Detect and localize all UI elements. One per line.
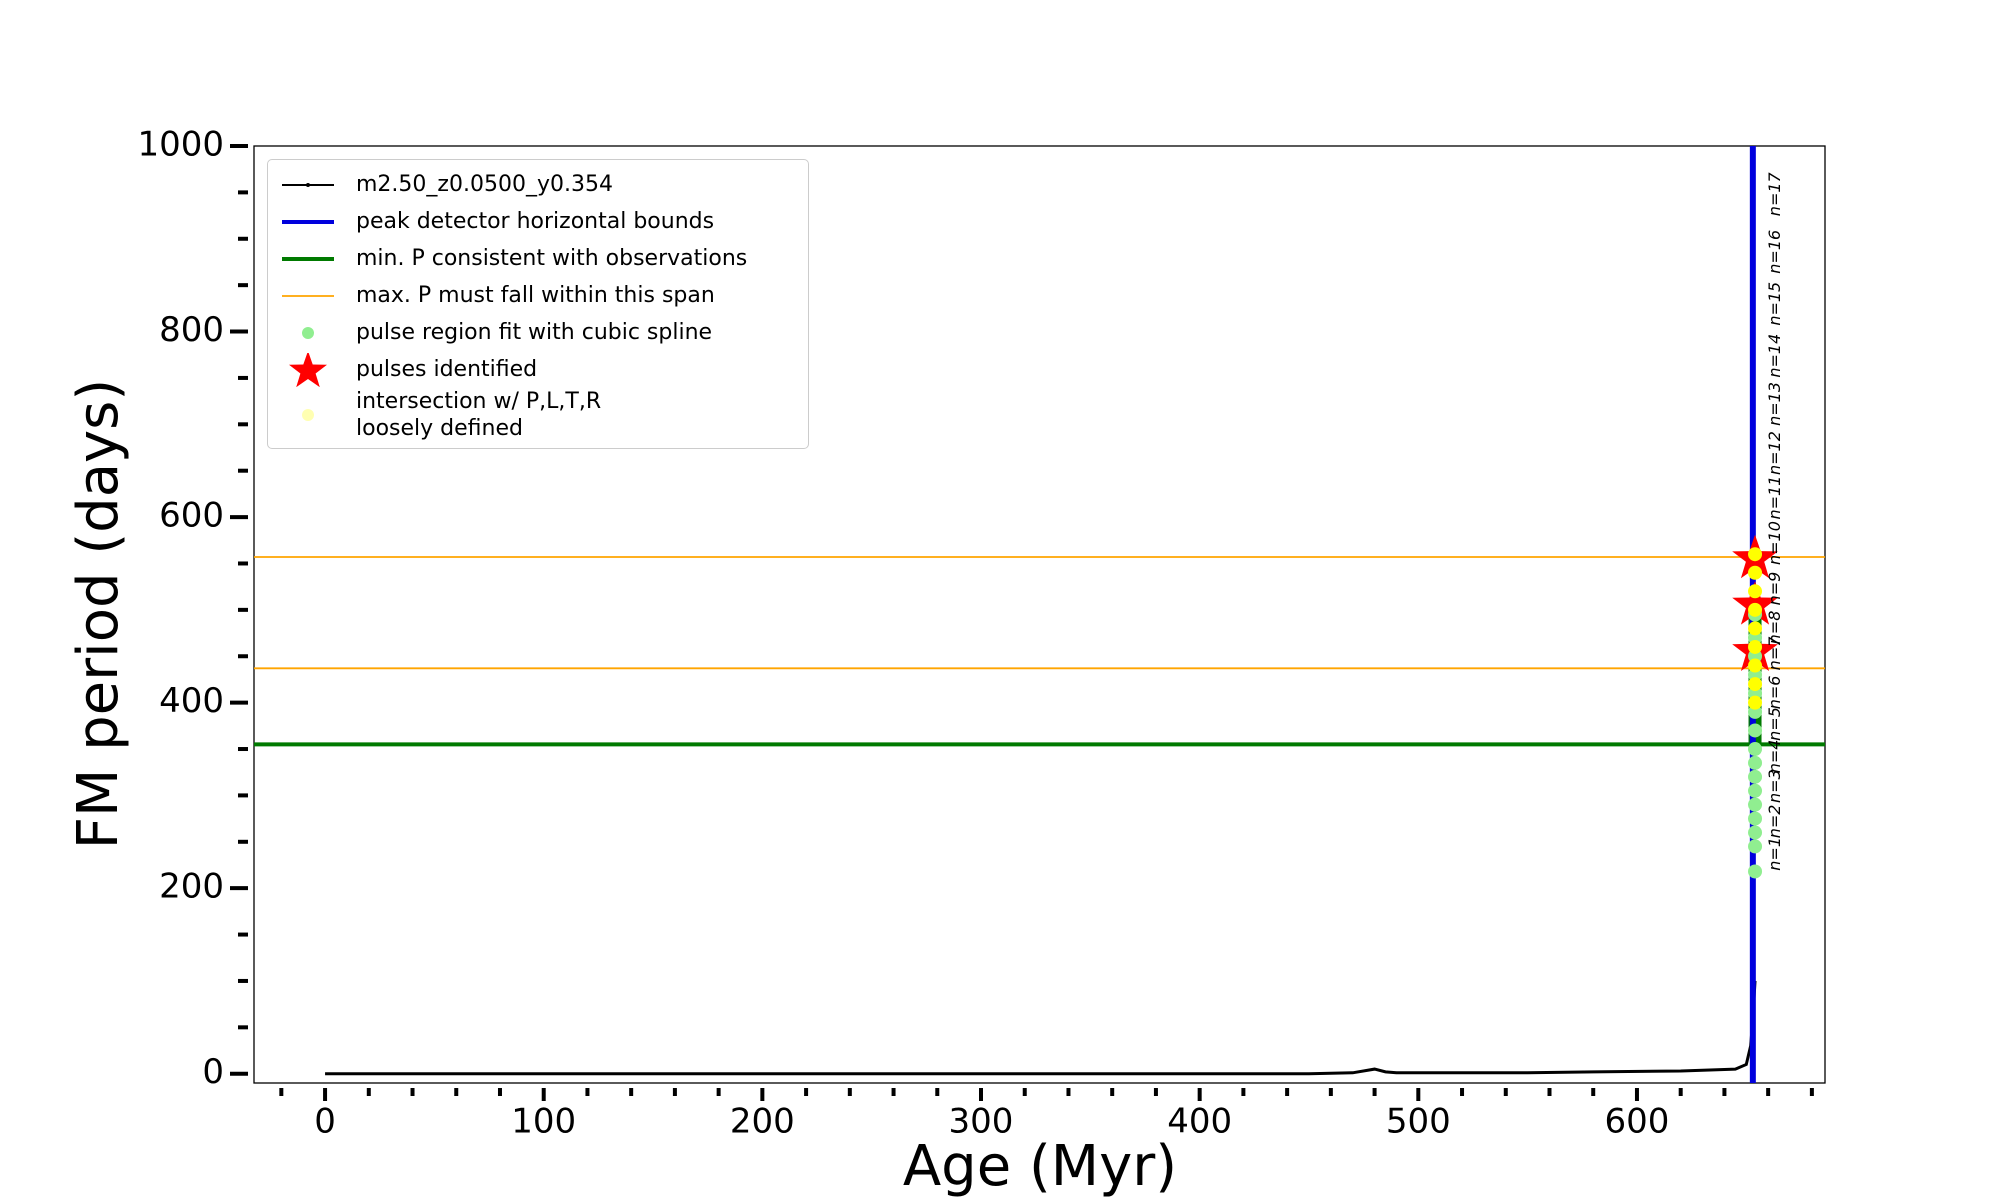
legend-label: m2.50_z0.0500_y0.354	[356, 172, 613, 197]
legend-marker	[282, 182, 334, 187]
legend-label: pulses identified	[356, 357, 538, 382]
annotation: n=9	[1765, 572, 1784, 606]
annotation: n=3	[1765, 769, 1784, 803]
scatter-point	[1748, 769, 1763, 784]
x-tick-label: 500	[1386, 1102, 1451, 1142]
legend-dot	[302, 326, 314, 339]
x-tick-label: 300	[949, 1102, 1014, 1142]
annotation: n=11	[1765, 476, 1784, 520]
legend-marker	[289, 352, 327, 387]
plot-frame	[253, 145, 1826, 1084]
scatter-point	[1748, 839, 1763, 854]
legend-marker	[282, 219, 334, 224]
legend-marker	[302, 409, 314, 421]
scatter-point	[1748, 639, 1763, 654]
scatter-point	[1748, 825, 1763, 840]
y-tick-label: 600	[159, 496, 224, 536]
legend-label: max. P must fall within this span	[356, 283, 715, 308]
y-tick-label: 800	[159, 310, 224, 350]
annotation: n=7	[1765, 636, 1784, 671]
scatter-point	[1748, 723, 1763, 738]
legend-label: intersection w/ P,L,T,R loosely defined	[356, 389, 602, 441]
scatter-point	[1748, 621, 1763, 636]
scatter-point	[1748, 811, 1763, 826]
x-tick-label: 100	[511, 1102, 576, 1142]
legend-dot	[306, 182, 310, 187]
x-tick-label: 600	[1605, 1102, 1670, 1142]
annotation: n=8	[1765, 611, 1784, 645]
scatter-point	[1748, 584, 1763, 599]
legend-star	[289, 352, 327, 387]
legend-dot	[302, 409, 314, 421]
scatter-point	[1748, 695, 1763, 710]
legend-entry: min. P consistent with observations	[268, 240, 808, 277]
scatter-point	[1748, 742, 1763, 757]
annotation: n=15	[1765, 282, 1784, 326]
scatter-point	[1748, 797, 1763, 812]
legend-marker	[282, 256, 334, 261]
legend-entry: pulse region fit with cubic spline	[268, 314, 808, 351]
annotation: n=12	[1765, 431, 1784, 475]
annotation: n=17	[1765, 171, 1784, 216]
scatter-point	[1748, 547, 1763, 562]
legend-label: peak detector horizontal bounds	[356, 209, 715, 234]
annotation: n=2	[1765, 805, 1784, 839]
x-axis-label: Age (Myr)	[903, 1134, 1177, 1199]
y-axis-label: FM period (days)	[66, 379, 131, 849]
scatter-point	[1748, 783, 1763, 798]
annotation: n=10	[1765, 521, 1784, 565]
legend-entry: m2.50_z0.0500_y0.354	[268, 166, 808, 203]
scatter-point	[1748, 677, 1763, 692]
x-tick-label: 0	[314, 1102, 336, 1142]
annotation: n=4	[1765, 740, 1784, 774]
annotation: n=5	[1765, 707, 1784, 741]
legend-entry: peak detector horizontal bounds	[268, 203, 808, 240]
annotation: n=16	[1765, 230, 1784, 274]
scatter-point	[1748, 602, 1763, 617]
scatter-point	[1748, 864, 1763, 879]
scatter-point	[1748, 565, 1763, 580]
y-tick-label: 200	[159, 867, 224, 907]
y-tick-label: 1000	[137, 125, 224, 165]
x-tick-label: 200	[730, 1102, 795, 1142]
annotation: n=1	[1765, 837, 1784, 871]
annotation: n=6	[1765, 676, 1784, 710]
annotation: n=13	[1765, 382, 1784, 426]
data-line	[325, 980, 1757, 1076]
legend-marker	[282, 294, 334, 297]
y-tick-label: 0	[202, 1052, 224, 1092]
legend-label: min. P consistent with observations	[356, 246, 748, 271]
y-tick-label: 400	[159, 681, 224, 721]
x-tick-label: 400	[1167, 1102, 1232, 1142]
scatter-point	[1748, 755, 1763, 770]
legend-label: pulse region fit with cubic spline	[356, 320, 713, 345]
legend-entry: intersection w/ P,L,T,R loosely defined	[268, 388, 808, 442]
legend-entry: pulses identified	[268, 351, 808, 388]
legend-marker	[302, 326, 314, 339]
scatter-point	[1748, 658, 1763, 673]
legend-entry: max. P must fall within this span	[268, 277, 808, 314]
annotation: n=14	[1765, 334, 1784, 378]
